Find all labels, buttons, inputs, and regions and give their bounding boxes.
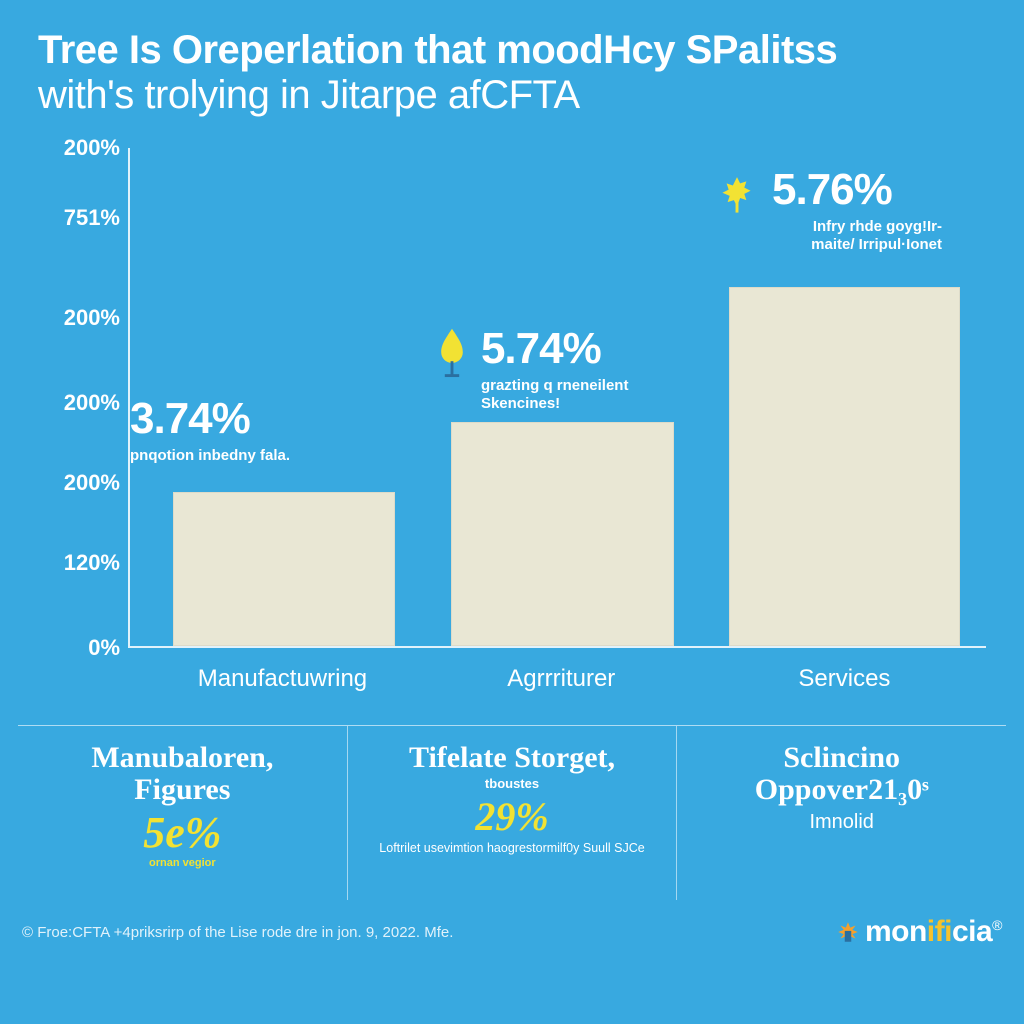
- leaf-drop-icon: [430, 327, 474, 386]
- panel-title: Sclincino Oppover21₃0ˢ: [755, 742, 929, 805]
- panel-title: Tifelate Storget,: [409, 742, 615, 774]
- y-tick-label: 200%: [64, 390, 120, 416]
- panel-manufacturing: Manubaloren, Figures 5e% ornan vegior: [18, 726, 348, 900]
- panel-subtext: Loftrilet usevimtion haogrestormilf0y Su…: [379, 841, 644, 855]
- y-axis: 200%751%200%200%200%120%0%: [38, 148, 128, 648]
- bar: [173, 492, 396, 646]
- copyright-text: © Froe:CFTA +4priksrirp of the Lise rode…: [22, 924, 453, 941]
- y-tick-label: 200%: [64, 135, 120, 161]
- panel-title: Manubaloren, Figures: [91, 742, 273, 805]
- y-tick-label: 0%: [88, 635, 120, 661]
- y-tick-label: 120%: [64, 550, 120, 576]
- bar-value-label: 5.76%: [772, 168, 892, 212]
- footer-row: © Froe:CFTA +4priksrirp of the Lise rode…: [0, 900, 1024, 956]
- brand-part2: cia: [952, 915, 992, 948]
- panel-subtext: ornan vegior: [149, 857, 216, 869]
- panel-storget: Tifelate Storget, tboustes 29% Loftrilet…: [348, 726, 678, 900]
- header: Tree Is Oreperlation that moodHcy SPalit…: [0, 0, 1024, 130]
- bar-caption: Infry rhde goyg!Ir-maite/ Irripul·Ionet: [772, 218, 942, 254]
- bar-caption: pnqotion inbedny fala.: [130, 447, 290, 465]
- brand-reg: ®: [992, 917, 1002, 933]
- brand-highlight: ifi: [927, 915, 952, 948]
- x-axis-label: Manufactuwring: [198, 665, 367, 693]
- panel-title-line2: Figures: [91, 774, 273, 806]
- bar-caption: grazting q rneneilent Skencines!: [481, 377, 651, 413]
- plot-area: 3.74% pnqotion inbedny fala. 5.74% grazting…: [128, 148, 986, 648]
- x-axis-label: Services: [798, 665, 890, 693]
- panel-title-line2: Oppover21₃0ˢ: [755, 774, 929, 806]
- bar-value-label: 5.74%: [481, 327, 601, 371]
- panel-midtop: tboustes: [485, 776, 539, 791]
- panel-title-line1: Sclincino: [783, 741, 900, 774]
- y-tick-label: 751%: [64, 205, 120, 231]
- y-tick-label: 200%: [64, 305, 120, 331]
- panel-title-line1: Manubaloren,: [91, 741, 273, 774]
- sun-icon: [835, 919, 861, 945]
- bar: [451, 422, 674, 646]
- panel-subtext: Imnolid: [809, 811, 873, 834]
- brand-part1: mon: [865, 915, 927, 948]
- title-line-1: Tree Is Oreperlation that moodHcy SPalit…: [38, 28, 986, 72]
- panel-sclincino: Sclincino Oppover21₃0ˢ Imnolid: [677, 726, 1006, 900]
- panel-title-line1: Tifelate Storget,: [409, 741, 615, 774]
- footer-panels: Manubaloren, Figures 5e% ornan vegior Ti…: [18, 725, 1006, 900]
- x-axis-label: Agrrriturer: [507, 665, 615, 693]
- panel-stat: 5e%: [143, 811, 221, 855]
- bar-chart: 200%751%200%200%200%120%0% 3.74%pnqotion…: [38, 148, 986, 703]
- panel-stat: 29%: [475, 797, 548, 837]
- brand-logo: monificia®: [835, 915, 1002, 949]
- y-tick-label: 200%: [64, 470, 120, 496]
- bar: [729, 287, 960, 646]
- brand-text: monificia®: [865, 915, 1002, 949]
- maple-icon: [712, 173, 762, 228]
- x-axis-labels: Manufactuwring Agrrriturer Services: [128, 655, 986, 703]
- title-line-2: with's trolying in Jitarpe afCFTA: [38, 72, 986, 118]
- bar-value-label: 3.74%: [130, 397, 250, 441]
